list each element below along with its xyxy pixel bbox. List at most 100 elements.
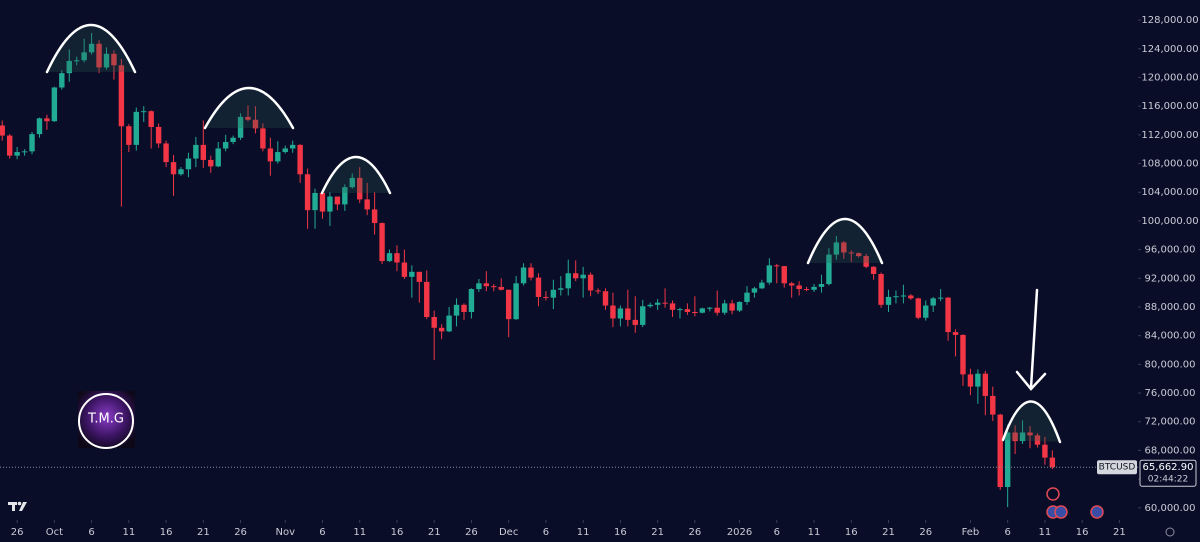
x-tick-label: 26 [688,527,701,538]
candle-body [81,52,87,61]
candle-body [1004,432,1011,488]
candle-body [811,286,817,290]
candle-body [59,73,65,88]
candle-body [915,298,921,318]
candle-body [401,262,408,277]
x-tick-label: Feb [962,527,980,538]
candle-body [632,319,638,325]
logo: T.M.G [78,391,135,449]
y-tick-label: 76,000.00 [1145,388,1196,399]
x-tick-label: 16 [391,527,404,538]
y-tick-label: 96,000.00 [1145,245,1196,256]
x-tick-label: 21 [882,527,895,538]
candle-body [319,192,326,212]
annotations [45,24,1062,444]
candle-body [185,158,192,170]
dome-annotation [1001,400,1062,444]
candle-body [841,242,847,253]
candle-body [848,252,854,254]
candle-body [51,87,58,122]
x-tick-label: 26 [234,527,247,538]
candle-body [930,298,936,306]
symbol-tag-bg [1097,460,1137,475]
candle-body [774,265,780,267]
candle-body [684,309,691,312]
candle-body [252,119,259,129]
candle-body [654,302,661,305]
candle-body [833,242,840,255]
candle-body [44,118,50,122]
y-tick-label: 88,000.00 [1145,302,1196,313]
candle-body [1027,432,1033,436]
candle-body [595,290,601,292]
candle-body [394,253,400,263]
candle-body [610,305,616,319]
candle-body [587,274,594,291]
dome-annotation [45,24,137,74]
candle-body [565,273,571,289]
candle-body [580,274,586,279]
candle-body [163,143,169,163]
candle-body [640,306,646,325]
candle-body [550,289,557,298]
candle-body [222,142,229,149]
x-tick-label: 11 [577,527,590,538]
candle-body [647,304,653,307]
candle-body [520,267,527,284]
candle-body [923,305,929,318]
candle-body [141,111,147,113]
candle-body [952,332,959,335]
candle-body [386,253,393,262]
x-tick-label: 16 [614,527,627,538]
x-tick-label: 16 [1076,527,1089,538]
x-tick-label: Nov [275,527,295,538]
dome-annotation [806,218,884,265]
candle-body [364,199,370,210]
candle-body [870,266,877,274]
x-tick-label: Oct [46,527,63,538]
candle-body [103,53,110,68]
price-tag-bg [1139,459,1197,487]
x-tick-label: 6 [1004,527,1010,538]
candle-body [1019,432,1026,442]
candle-body [334,196,341,205]
candle-body [275,152,281,162]
candle-body [289,144,296,149]
candle-body [908,295,914,299]
symbol-tag: BTCUSD [1099,463,1136,473]
candle-body [960,334,966,375]
candle-body [21,151,28,153]
candle-body [327,196,333,212]
candle-body [885,296,892,305]
x-tick-label: 26 [919,527,932,538]
candle-body [74,60,80,62]
candle-body [759,282,765,289]
candle-body [982,373,989,396]
candle-body [342,187,348,205]
x-tick-label: 2026 [727,527,752,538]
candle-body [967,374,974,387]
candle-body [431,317,437,328]
candle-body [446,315,452,332]
x-tick-label: 21 [1113,527,1126,538]
candle-body [505,289,512,320]
x-tick-label: 21 [428,527,441,538]
y-tick-label: 120,000.00 [1141,72,1198,83]
dome-annotation [203,86,295,130]
candle-body [230,137,236,143]
candle-body [751,288,758,293]
x-tick-label: Dec [499,527,518,538]
candle-body [260,128,266,149]
candle-body [118,65,125,127]
candle-body [96,43,102,68]
candle-body [699,308,706,313]
candle-body [558,288,564,290]
candle-body [573,273,579,279]
candle-body [215,148,221,167]
candle-body [170,162,177,175]
candle-body [468,289,475,312]
x-tick-label: 11 [122,527,135,538]
settings-icon[interactable] [1165,527,1175,537]
candle-body [200,144,207,160]
